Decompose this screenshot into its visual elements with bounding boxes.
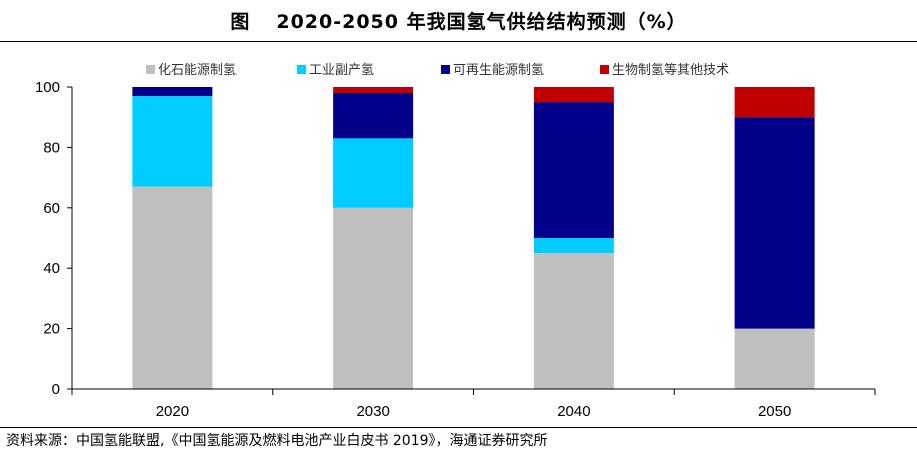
legend-label: 化石能源制氢: [158, 63, 236, 78]
x-tick-label: 2040: [557, 403, 590, 420]
chart-title: 图 2020-2050 年我国氢气供给结构预测（%）: [0, 0, 917, 40]
bar-segment: [734, 328, 815, 389]
legend-label: 生物制氢等其他技术: [612, 62, 729, 78]
bar-segment: [132, 96, 213, 187]
bar-segment: [734, 87, 815, 118]
y-tick-label: 100: [35, 79, 60, 96]
x-tick-label: 2050: [758, 403, 791, 420]
bar-segment: [533, 238, 614, 254]
y-tick-label: 20: [43, 321, 60, 338]
legend-label: 工业副产氢: [309, 63, 374, 78]
y-tick-label: 40: [43, 260, 60, 277]
bar-segment: [333, 207, 414, 389]
bar-segment: [333, 87, 414, 94]
bar-segment: [533, 87, 614, 103]
top-divider: [0, 41, 917, 42]
source-note: 资料来源：中国氢能联盟,《中国氢能源及燃料电池产业白皮书 2019》，海通证券研…: [6, 433, 548, 449]
stacked-bar-chart: 0204060801002020 2030 2040 2050化石能源制氢 工业副产氢可…: [35, 62, 876, 420]
bar-segment: [533, 253, 614, 389]
bar-segment: [333, 138, 414, 208]
x-tick-label: 2020: [156, 403, 189, 420]
bar-segment: [132, 87, 213, 97]
y-tick-label: 0: [52, 381, 60, 398]
y-tick-label: 60: [43, 200, 60, 217]
bar-segment: [333, 93, 414, 139]
x-tick-label: 2030: [356, 403, 389, 420]
legend-swatch: [441, 65, 450, 74]
legend-label: 可再生能源制氢: [453, 63, 544, 78]
legend-swatch: [600, 65, 609, 74]
bar-segment: [734, 117, 815, 329]
legend-swatch: [146, 65, 155, 74]
y-tick-label: 80: [43, 139, 60, 156]
bottom-divider: [0, 427, 917, 428]
bar-segment: [132, 186, 213, 389]
title-text: 2020-2050 年我国氢气供给结构预测（%）: [276, 10, 687, 33]
figure-label: 图: [230, 10, 251, 33]
bar-segment: [533, 102, 614, 238]
legend-swatch: [297, 65, 306, 74]
